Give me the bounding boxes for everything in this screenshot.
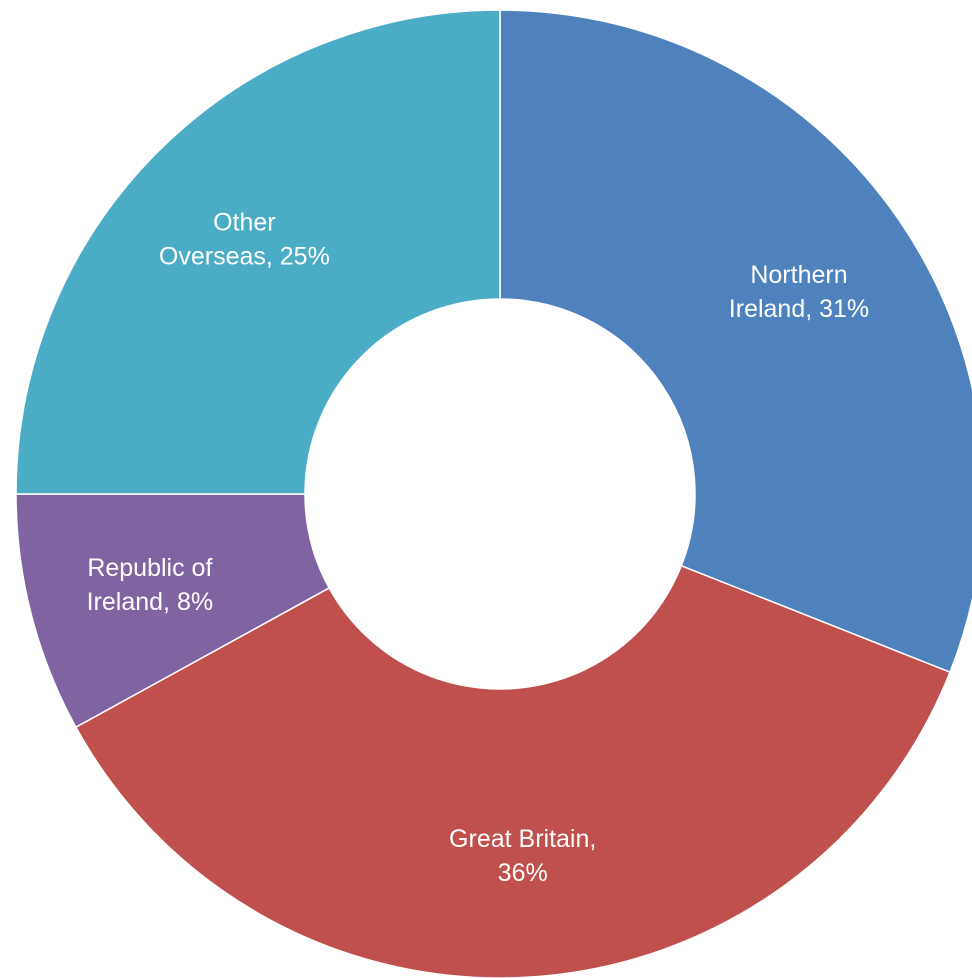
- label-northern-ireland: Northern Ireland, 31%: [729, 261, 869, 323]
- slice-northern-ireland: [499, 9, 972, 674]
- slice-labels: Northern Ireland, 31% Great Britain, 36% Rep…: [87, 208, 870, 886]
- label-line: Overseas, 25%: [159, 242, 330, 270]
- slice-other-overseas: [15, 9, 501, 495]
- label-republic-of-ireland: Republic of Ireland, 8%: [87, 554, 213, 616]
- label-line: Republic of: [87, 554, 212, 582]
- label-line: Great Britain,: [449, 825, 596, 853]
- donut-slices: [15, 9, 972, 978]
- label-line: Other: [213, 208, 276, 236]
- label-other-overseas: Other Overseas, 25%: [159, 208, 330, 270]
- label-line: Ireland, 8%: [87, 588, 213, 616]
- slice-republic-of-ireland: [15, 493, 331, 729]
- label-line: 36%: [498, 859, 548, 887]
- label-line: Ireland, 31%: [729, 295, 869, 323]
- slice-great-britain: [74, 564, 951, 978]
- label-great-britain: Great Britain, 36%: [449, 825, 596, 887]
- label-line: Northern: [750, 261, 847, 289]
